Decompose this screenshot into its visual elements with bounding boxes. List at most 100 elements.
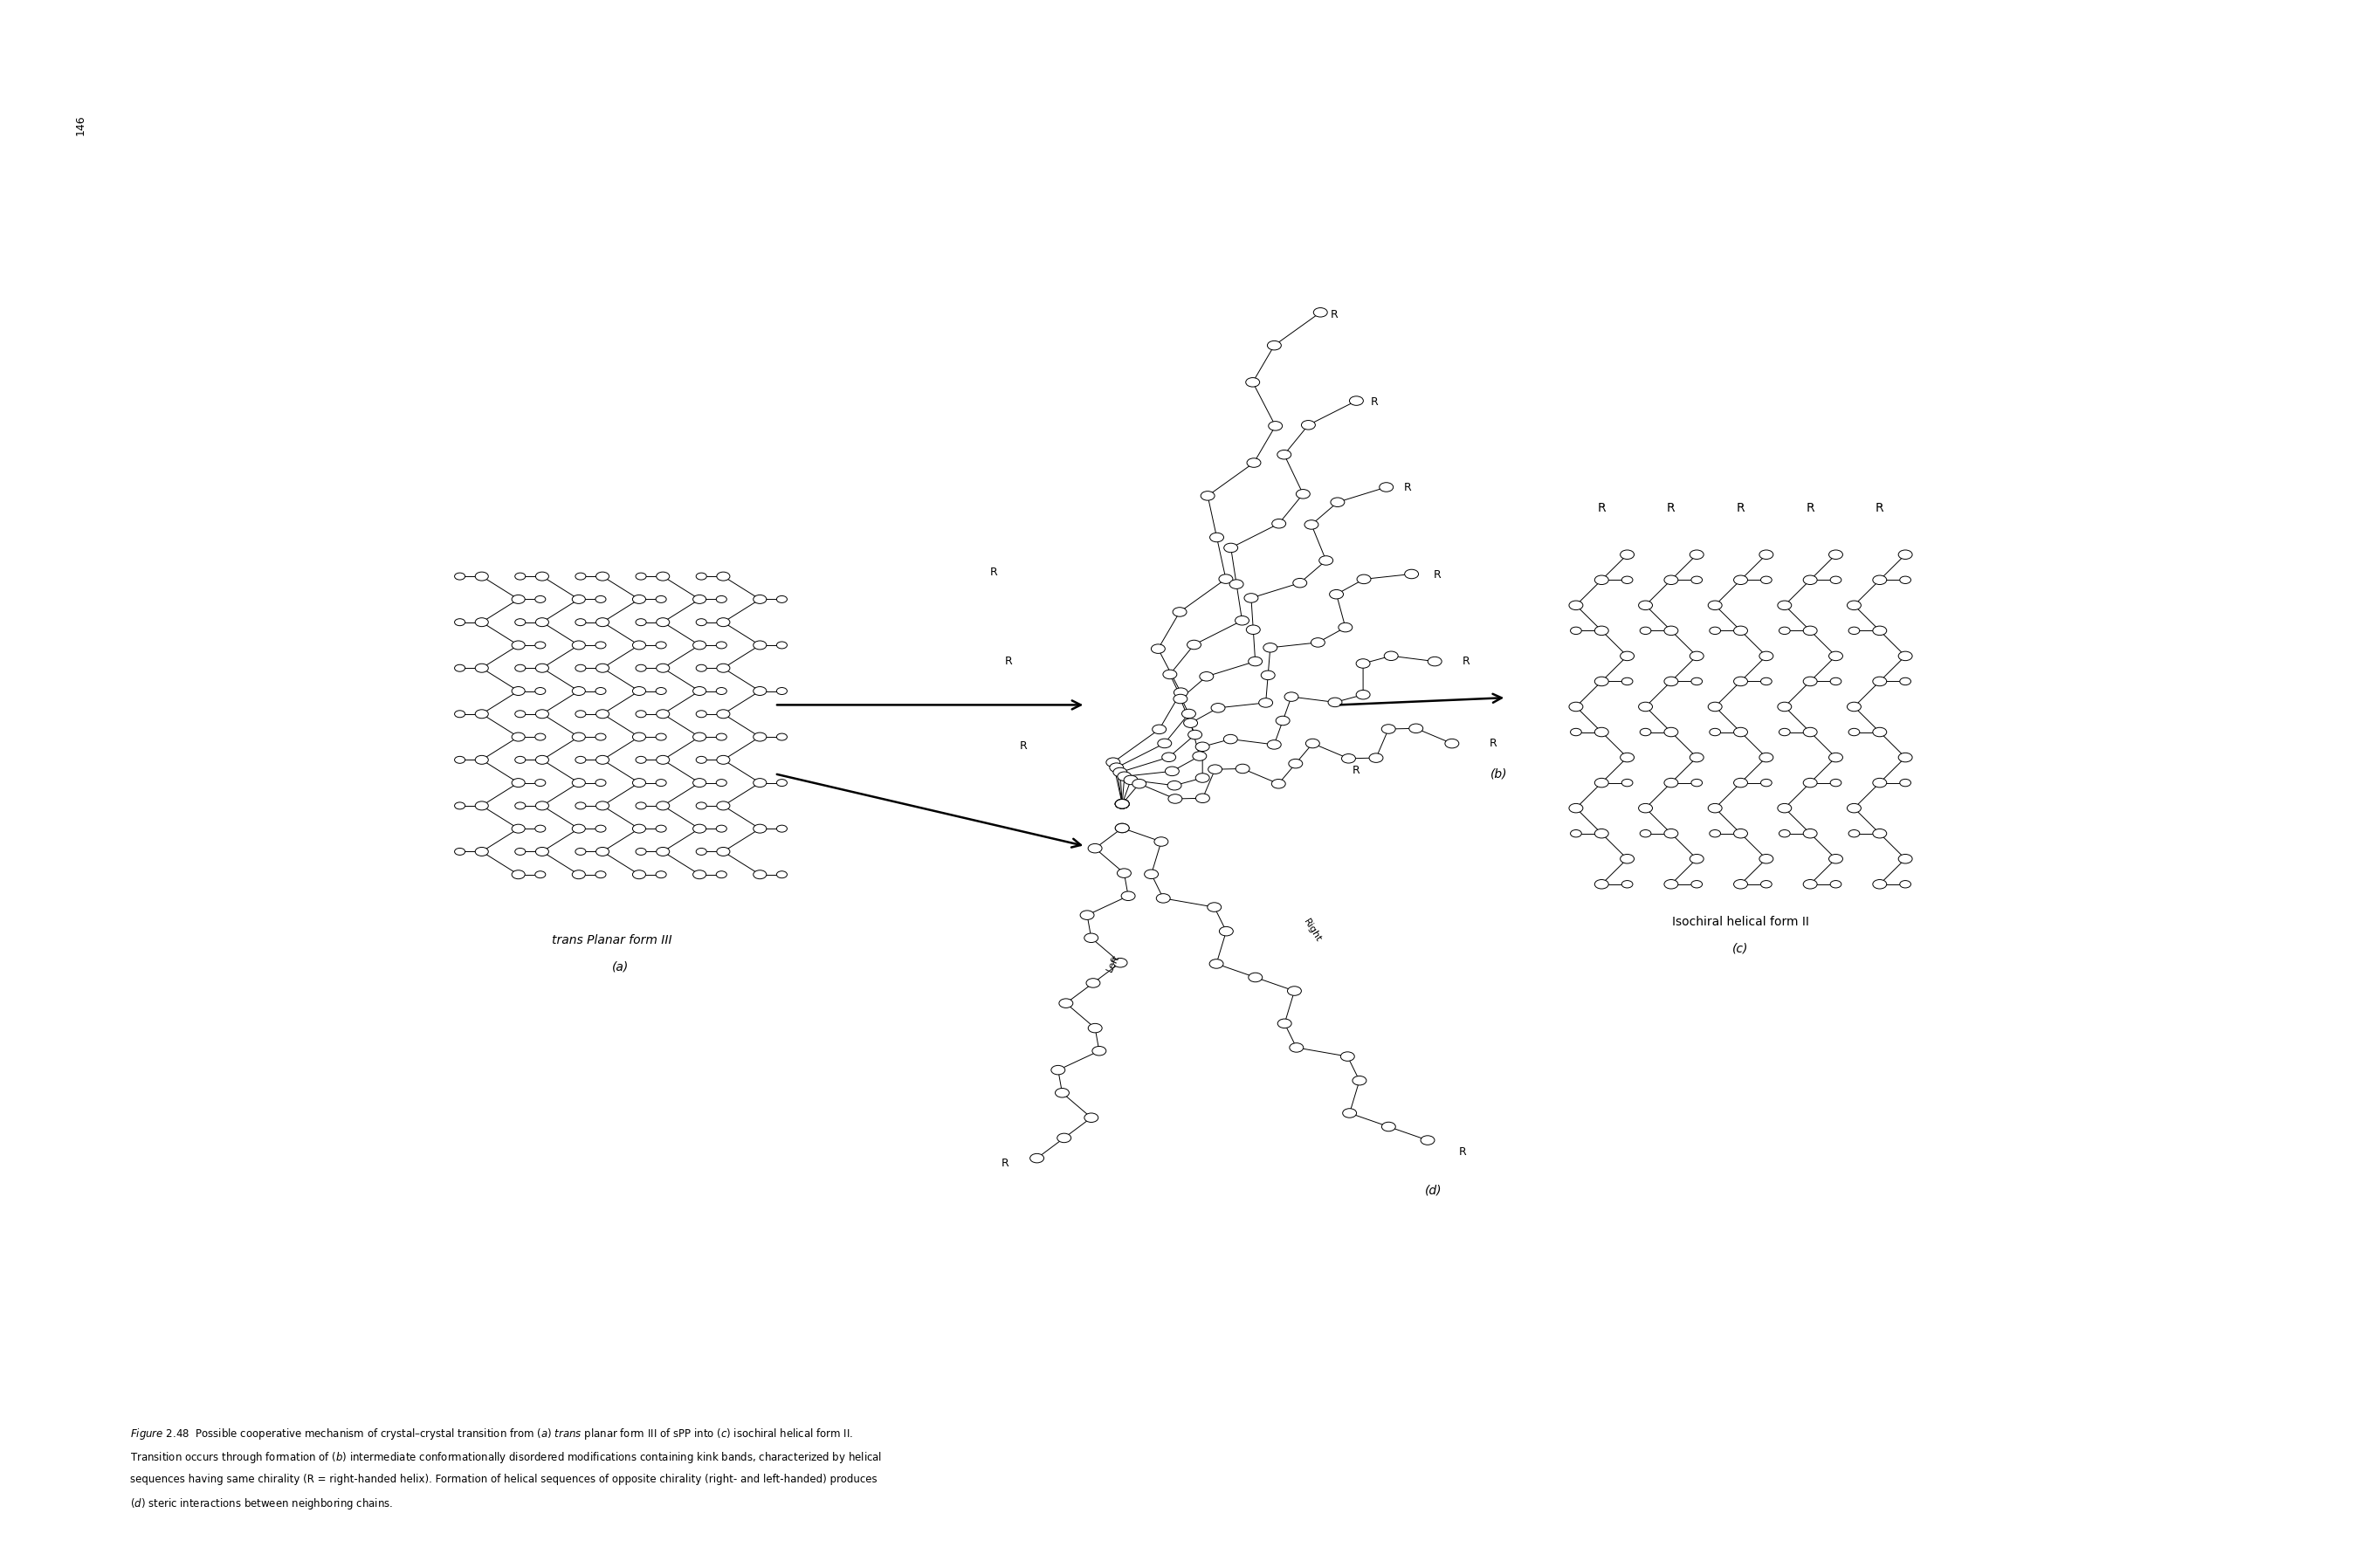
Circle shape bbox=[571, 594, 586, 604]
Circle shape bbox=[1355, 659, 1369, 668]
Circle shape bbox=[696, 710, 706, 718]
Circle shape bbox=[1778, 601, 1792, 610]
Circle shape bbox=[1173, 688, 1188, 698]
Circle shape bbox=[715, 779, 727, 786]
Circle shape bbox=[512, 778, 524, 787]
Circle shape bbox=[456, 710, 465, 718]
Circle shape bbox=[456, 756, 465, 764]
Text: R: R bbox=[1353, 765, 1360, 776]
Circle shape bbox=[1761, 881, 1771, 887]
Circle shape bbox=[475, 847, 489, 856]
Circle shape bbox=[515, 848, 527, 855]
Circle shape bbox=[1173, 607, 1188, 616]
Circle shape bbox=[1620, 550, 1634, 560]
Circle shape bbox=[656, 663, 671, 673]
Circle shape bbox=[1261, 671, 1275, 681]
Circle shape bbox=[1849, 627, 1860, 635]
Circle shape bbox=[1249, 972, 1263, 982]
Circle shape bbox=[715, 687, 727, 695]
Circle shape bbox=[1306, 521, 1317, 530]
Text: R: R bbox=[1806, 502, 1813, 514]
Circle shape bbox=[475, 756, 489, 764]
Circle shape bbox=[1901, 577, 1910, 583]
Circle shape bbox=[1051, 1065, 1065, 1074]
Circle shape bbox=[515, 572, 527, 580]
Circle shape bbox=[475, 801, 489, 811]
Circle shape bbox=[1665, 626, 1679, 635]
Circle shape bbox=[576, 665, 586, 671]
Circle shape bbox=[1060, 999, 1072, 1008]
Circle shape bbox=[456, 803, 465, 809]
Circle shape bbox=[1183, 709, 1195, 718]
Circle shape bbox=[1733, 880, 1747, 889]
Circle shape bbox=[633, 825, 645, 833]
Circle shape bbox=[1594, 626, 1608, 635]
Circle shape bbox=[1157, 894, 1171, 903]
Circle shape bbox=[1195, 773, 1209, 782]
Circle shape bbox=[1341, 754, 1355, 764]
Circle shape bbox=[633, 778, 645, 787]
Circle shape bbox=[1898, 753, 1912, 762]
Circle shape bbox=[1114, 800, 1129, 809]
Circle shape bbox=[1620, 855, 1634, 864]
Circle shape bbox=[1872, 677, 1886, 685]
Circle shape bbox=[1157, 739, 1171, 748]
Circle shape bbox=[1114, 800, 1129, 809]
Circle shape bbox=[1778, 829, 1790, 837]
Circle shape bbox=[536, 618, 548, 627]
Circle shape bbox=[718, 710, 730, 718]
Circle shape bbox=[1155, 837, 1169, 847]
Circle shape bbox=[1329, 698, 1341, 707]
Circle shape bbox=[1830, 651, 1842, 660]
Circle shape bbox=[595, 779, 607, 786]
Circle shape bbox=[1778, 803, 1792, 812]
Circle shape bbox=[456, 619, 465, 626]
Circle shape bbox=[1594, 728, 1608, 737]
Circle shape bbox=[1188, 640, 1202, 649]
Circle shape bbox=[1830, 881, 1842, 887]
Circle shape bbox=[1405, 569, 1419, 579]
Text: (c): (c) bbox=[1733, 942, 1750, 955]
Circle shape bbox=[656, 801, 671, 811]
Circle shape bbox=[656, 641, 666, 649]
Circle shape bbox=[1152, 724, 1166, 734]
Circle shape bbox=[696, 803, 706, 809]
Circle shape bbox=[1081, 911, 1093, 920]
Circle shape bbox=[1263, 643, 1277, 652]
Circle shape bbox=[718, 663, 730, 673]
Circle shape bbox=[692, 594, 706, 604]
Circle shape bbox=[1707, 601, 1721, 610]
Circle shape bbox=[1641, 729, 1650, 735]
Circle shape bbox=[571, 732, 586, 742]
Text: R: R bbox=[1006, 655, 1013, 666]
Circle shape bbox=[1690, 677, 1702, 685]
Circle shape bbox=[1223, 543, 1237, 552]
Circle shape bbox=[1343, 1109, 1358, 1118]
Circle shape bbox=[777, 596, 786, 602]
Circle shape bbox=[515, 619, 527, 626]
Circle shape bbox=[1284, 691, 1299, 701]
Circle shape bbox=[1296, 489, 1310, 499]
Circle shape bbox=[1778, 729, 1790, 735]
Circle shape bbox=[1804, 829, 1818, 837]
Circle shape bbox=[1294, 579, 1308, 588]
Circle shape bbox=[1055, 1088, 1070, 1098]
Text: Isochiral helical form II: Isochiral helical form II bbox=[1672, 916, 1809, 928]
Circle shape bbox=[1761, 577, 1771, 583]
Circle shape bbox=[1358, 574, 1372, 583]
Circle shape bbox=[571, 825, 586, 833]
Circle shape bbox=[656, 847, 671, 856]
Circle shape bbox=[1268, 740, 1282, 750]
Circle shape bbox=[595, 687, 607, 695]
Text: R: R bbox=[1735, 502, 1745, 514]
Circle shape bbox=[753, 641, 767, 649]
Circle shape bbox=[753, 594, 767, 604]
Circle shape bbox=[1273, 779, 1284, 789]
Circle shape bbox=[536, 872, 545, 878]
Circle shape bbox=[595, 756, 609, 764]
Circle shape bbox=[1570, 627, 1582, 635]
Circle shape bbox=[1898, 651, 1912, 660]
Circle shape bbox=[753, 732, 767, 742]
Circle shape bbox=[1145, 870, 1159, 878]
Circle shape bbox=[1110, 764, 1124, 771]
